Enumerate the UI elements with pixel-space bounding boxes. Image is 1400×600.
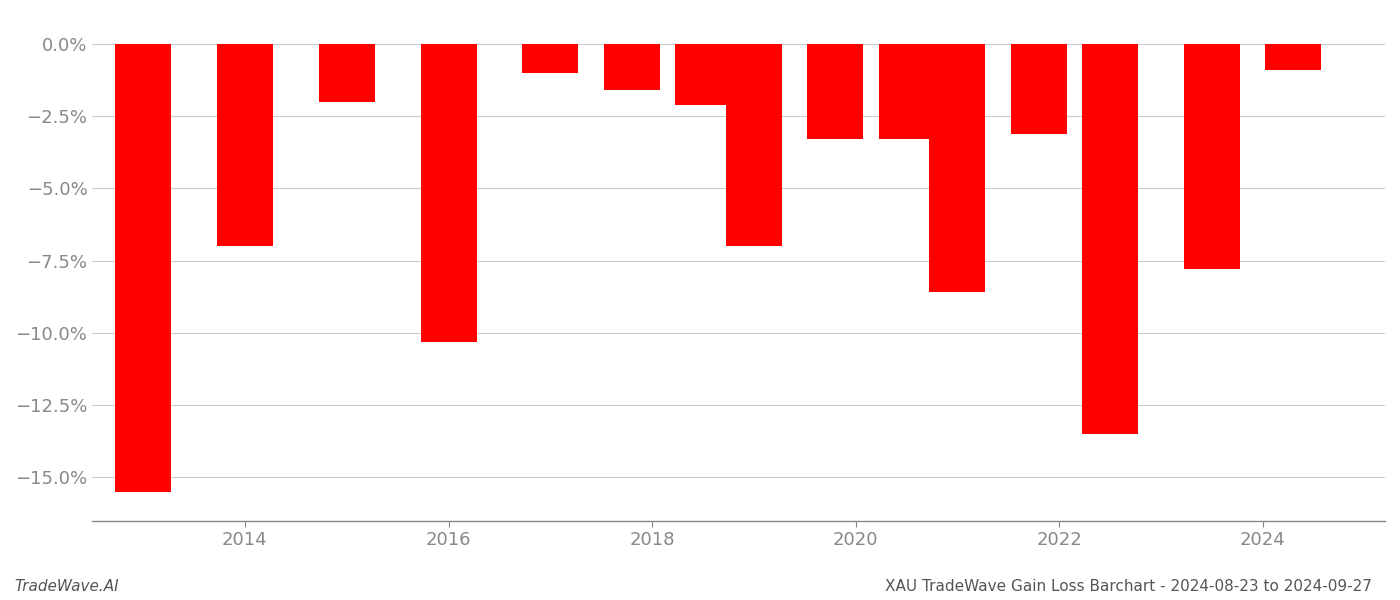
Bar bbox=[522, 44, 578, 73]
Bar bbox=[879, 44, 935, 139]
Bar bbox=[115, 44, 171, 492]
Bar bbox=[1011, 44, 1067, 134]
Bar bbox=[420, 44, 476, 341]
Bar bbox=[319, 44, 375, 102]
Bar bbox=[1184, 44, 1240, 269]
Bar bbox=[930, 44, 986, 292]
Text: TradeWave.AI: TradeWave.AI bbox=[14, 579, 119, 594]
Text: XAU TradeWave Gain Loss Barchart - 2024-08-23 to 2024-09-27: XAU TradeWave Gain Loss Barchart - 2024-… bbox=[885, 579, 1372, 594]
Bar bbox=[725, 44, 781, 246]
Bar bbox=[1082, 44, 1138, 434]
Bar bbox=[808, 44, 864, 139]
Bar bbox=[1266, 44, 1322, 70]
Bar bbox=[217, 44, 273, 246]
Bar bbox=[675, 44, 731, 105]
Bar bbox=[603, 44, 659, 91]
